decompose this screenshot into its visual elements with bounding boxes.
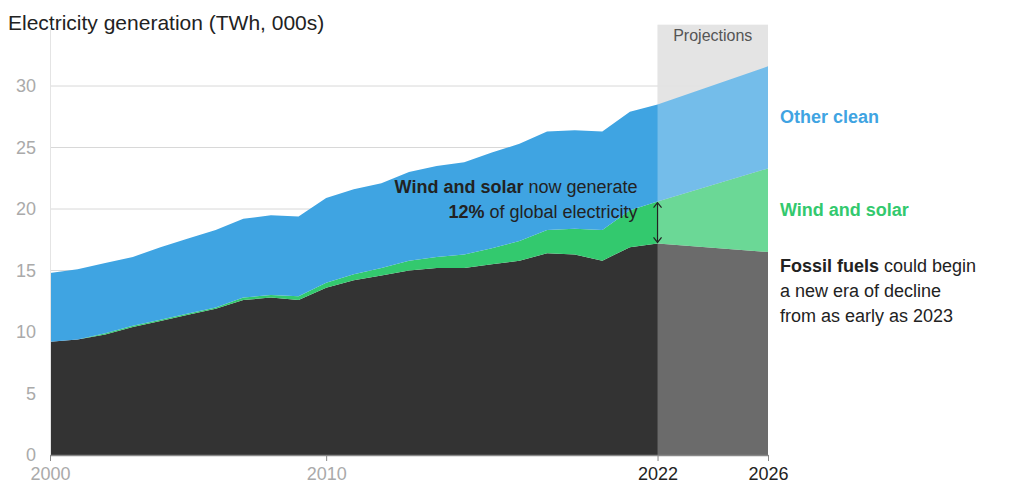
x-tick-mark (658, 455, 659, 461)
x-tick: 2010 (307, 455, 347, 484)
plot-area (50, 25, 768, 456)
y-tick: 10 (16, 322, 50, 342)
y-tick: 30 (16, 76, 50, 96)
series-name: Fossil fuels (780, 256, 879, 276)
y-tick-label: 10 (16, 322, 36, 342)
x-tick-mark (50, 455, 51, 461)
x-tick: 2026 (748, 455, 788, 484)
y-tick: 0 (26, 445, 50, 465)
y-tick-label: 30 (16, 76, 36, 96)
arrow-line (657, 204, 658, 242)
y-tick-label: 15 (16, 261, 36, 281)
x-tick-label: 2000 (30, 464, 70, 484)
projection-overlay (658, 25, 768, 456)
annotation-text: Wind and solar (395, 177, 524, 197)
chart: Electricity generation (TWh, 000s) Projec… (0, 0, 1024, 502)
annotation-text: now generate (528, 177, 637, 197)
x-tick-label: 2010 (307, 464, 347, 484)
arrow-head (654, 203, 662, 208)
x-tick-label: 2022 (638, 464, 678, 484)
x-axis-line (51, 455, 769, 457)
x-tick-label: 2026 (748, 464, 788, 484)
series-note: from as early as 2023 (780, 306, 953, 326)
projection-label: Projections (673, 27, 752, 44)
series-note: could begin (884, 256, 976, 276)
y-axis: 0 5 10 15 20 25 30 (16, 25, 51, 465)
series-note: a new era of decline (780, 281, 941, 301)
x-tick-mark (768, 455, 769, 461)
x-tick-mark (326, 455, 327, 461)
x-tick: 2022 (638, 455, 678, 484)
title: Electricity generation (TWh, 000s) (8, 11, 324, 34)
y-tick: 15 (16, 261, 50, 281)
annotation-line: 12%of global electricity (448, 202, 637, 222)
y-tick-label: 5 (26, 384, 36, 404)
x-tick: 2000 (30, 455, 70, 484)
projection-band (658, 25, 768, 456)
annotation-line: Wind and solarnow generate (395, 177, 638, 197)
series-label: Other clean (780, 107, 879, 127)
y-tick: 20 (16, 199, 50, 219)
series-label: Fossil fuelscould begin a new era of decl… (780, 256, 976, 326)
x-axis: 2000 2010 2022 2026 (30, 455, 788, 484)
y-tick-label: 25 (16, 138, 36, 158)
annotation-text: of global electricity (489, 202, 637, 222)
arrow-head (654, 237, 662, 242)
y-tick-label: 0 (26, 445, 36, 465)
y-tick: 25 (16, 138, 50, 158)
y-tick: 5 (26, 384, 50, 404)
y-axis-line (50, 25, 51, 456)
annotation-text: 12% (448, 202, 484, 222)
series-label: Wind and solar (780, 200, 909, 220)
y-tick-label: 20 (16, 199, 36, 219)
annotation-arrow (654, 203, 662, 243)
